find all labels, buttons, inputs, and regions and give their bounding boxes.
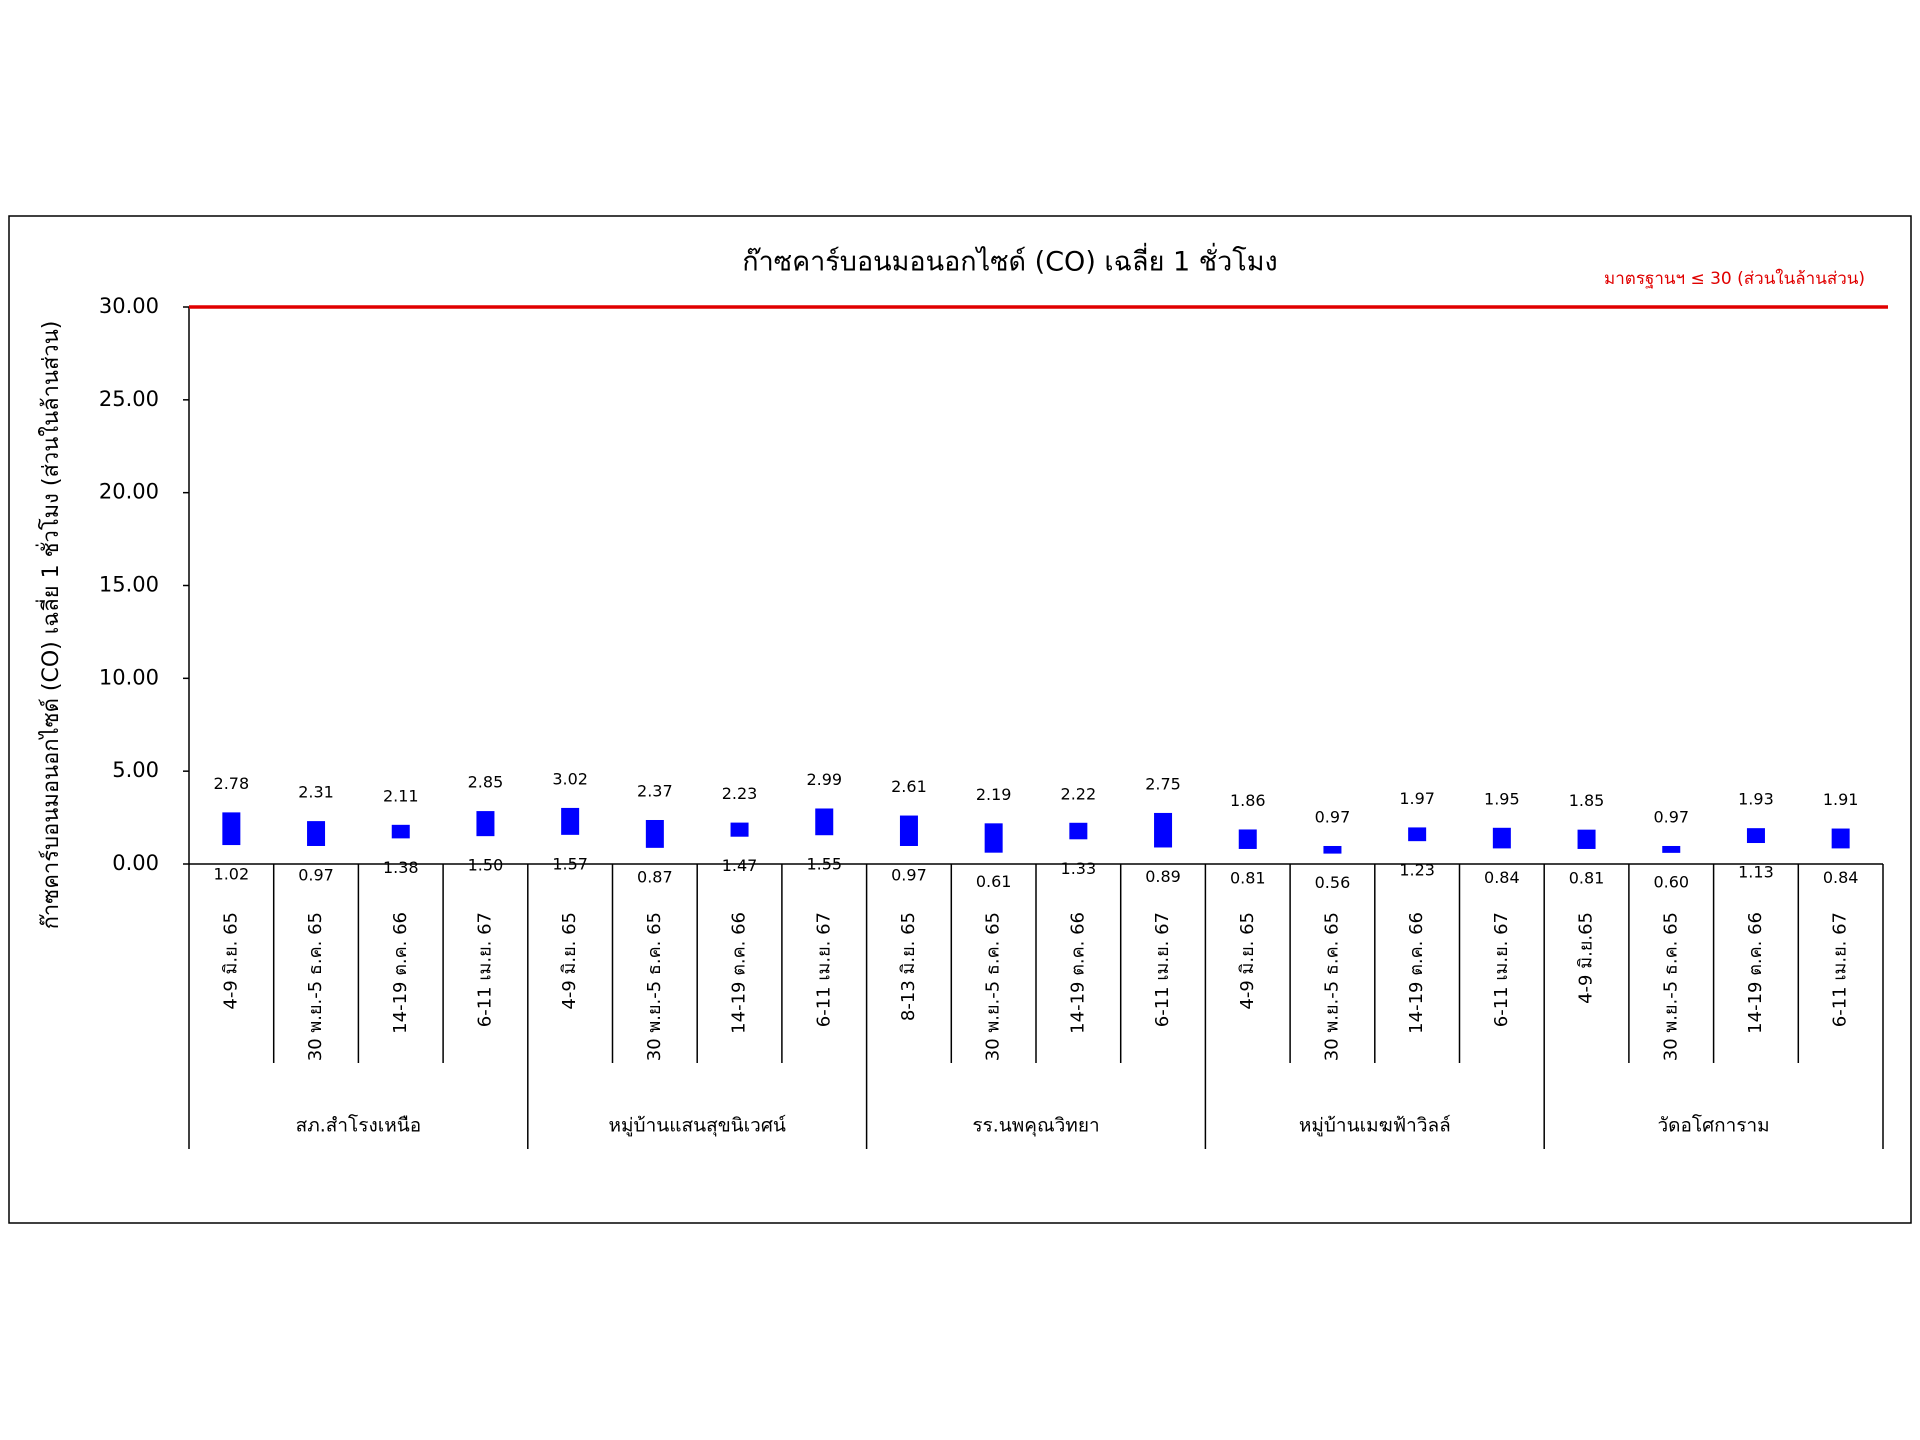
low-label: 0.60 — [1653, 872, 1689, 891]
x-tick-label: 6-11 เม.ย. 67 — [813, 912, 834, 1027]
y-tick-label: 10.00 — [99, 665, 159, 689]
high-label: 0.97 — [1315, 807, 1351, 826]
x-tick-label: 30 พ.ย.-5 ธ.ค. 65 — [983, 912, 1004, 1061]
x-tick-label: 6-11 เม.ย. 67 — [474, 912, 495, 1027]
high-label: 2.37 — [637, 781, 673, 800]
x-tick-label: 4-9 มิ.ย. 65 — [1237, 912, 1258, 1010]
x-tick-label: 30 พ.ย.-5 ธ.ค. 65 — [1321, 912, 1342, 1061]
chart-frame — [8, 215, 1912, 1224]
high-label: 1.91 — [1823, 790, 1859, 809]
low-label: 1.47 — [722, 856, 758, 875]
low-label: 1.55 — [806, 855, 842, 874]
bar — [1662, 845, 1681, 853]
bar — [1069, 822, 1088, 840]
y-tick-label: 0.00 — [112, 851, 159, 875]
bar — [222, 812, 241, 846]
chart-title: ก๊าซคาร์บอนมอนอกไซด์ (CO) เฉลี่ย 1 ชั่วโ… — [742, 243, 1277, 278]
low-label: 0.81 — [1230, 868, 1266, 887]
bar — [391, 824, 410, 839]
low-label: 1.57 — [552, 854, 588, 873]
x-tick-label: 14-19 ต.ค. 66 — [729, 912, 750, 1034]
bar — [1323, 845, 1342, 854]
x-tick-label: 30 พ.ย.-5 ธ.ค. 65 — [1660, 912, 1681, 1061]
reference-label: มาตรฐานฯ ≤ 30 (ส่วนในล้านส่วน) — [1604, 268, 1865, 289]
x-tick-label: 6-11 เม.ย. 67 — [1491, 912, 1512, 1027]
low-label: 0.97 — [891, 865, 927, 884]
bar — [307, 821, 326, 846]
x-tick-label: 4-9 มิ.ย.65 — [1576, 912, 1597, 1004]
bar — [1408, 827, 1427, 842]
low-label: 1.38 — [383, 858, 419, 877]
bar — [730, 822, 749, 837]
bar — [476, 811, 495, 837]
low-label: 0.61 — [976, 872, 1012, 891]
bar — [1492, 827, 1511, 849]
x-tick-label: 4-9 มิ.ย. 65 — [220, 912, 241, 1010]
bar — [645, 819, 664, 848]
low-label: 0.84 — [1484, 868, 1520, 887]
bar — [1154, 812, 1173, 848]
group-label: วัดอโศการาม — [1657, 1114, 1769, 1137]
group-label: หมู่บ้านแสนสุขนิเวศน์ — [609, 1115, 787, 1138]
y-tick-label: 25.00 — [99, 387, 159, 411]
high-label: 2.99 — [806, 770, 842, 789]
group-label: รร.นพคุณวิทยา — [972, 1115, 1099, 1138]
high-label: 1.86 — [1230, 791, 1266, 810]
high-label: 1.95 — [1484, 789, 1520, 808]
x-tick-label: 30 พ.ย.-5 ธ.ค. 65 — [644, 912, 665, 1061]
bar — [1238, 829, 1257, 849]
low-label: 1.50 — [468, 856, 504, 875]
bar — [561, 807, 580, 835]
high-label: 1.93 — [1738, 790, 1774, 809]
low-label: 0.84 — [1823, 868, 1859, 887]
bar — [984, 823, 1003, 853]
high-label: 2.61 — [891, 777, 927, 796]
high-label: 2.11 — [383, 786, 419, 805]
high-label: 2.31 — [298, 783, 334, 802]
high-label: 2.19 — [976, 785, 1012, 804]
y-axis-title: ก๊าซคาร์บอนมอนอกไซด์ (CO) เฉลี่ย 1 ชั่วโ… — [35, 321, 64, 930]
low-label: 1.23 — [1399, 861, 1435, 880]
x-tick-label: 8-13 มิ.ย. 65 — [898, 912, 919, 1021]
low-label: 1.33 — [1061, 859, 1097, 878]
x-tick-label: 14-19 ต.ค. 66 — [390, 912, 411, 1034]
low-label: 0.97 — [298, 865, 334, 884]
low-label: 1.02 — [214, 865, 250, 884]
low-label: 0.89 — [1145, 867, 1181, 886]
bar — [1746, 828, 1765, 844]
bar — [1831, 828, 1850, 849]
x-tick-label: 4-9 มิ.ย. 65 — [559, 912, 580, 1010]
bar — [815, 808, 834, 836]
y-tick-label: 5.00 — [112, 758, 159, 782]
low-label: 0.81 — [1569, 868, 1605, 887]
low-label: 0.87 — [637, 867, 673, 886]
high-label: 2.78 — [214, 774, 250, 793]
y-tick-label: 30.00 — [99, 294, 159, 318]
high-label: 2.22 — [1061, 784, 1097, 803]
group-label: สภ.สำโรงเหนือ — [296, 1114, 422, 1137]
x-tick-label: 14-19 ต.ค. 66 — [1745, 912, 1766, 1034]
high-label: 2.75 — [1145, 774, 1181, 793]
low-label: 1.13 — [1738, 863, 1774, 882]
y-tick-label: 20.00 — [99, 480, 159, 504]
low-label: 0.56 — [1315, 873, 1351, 892]
x-tick-label: 6-11 เม.ย. 67 — [1830, 912, 1851, 1027]
x-tick-label: 6-11 เม.ย. 67 — [1152, 912, 1173, 1027]
x-tick-label: 14-19 ต.ค. 66 — [1406, 912, 1427, 1034]
high-label: 0.97 — [1653, 807, 1689, 826]
bar — [1577, 829, 1596, 849]
high-label: 1.97 — [1399, 789, 1435, 808]
bar — [899, 815, 918, 846]
high-label: 1.85 — [1569, 791, 1605, 810]
high-label: 2.85 — [468, 773, 504, 792]
x-tick-label: 30 พ.ย.-5 ธ.ค. 65 — [305, 912, 326, 1061]
high-label: 2.23 — [722, 784, 758, 803]
y-tick-label: 15.00 — [99, 573, 159, 597]
x-tick-label: 14-19 ต.ค. 66 — [1067, 912, 1088, 1034]
high-label: 3.02 — [552, 769, 588, 788]
group-label: หมู่บ้านเมฆฟ้าวิลล์ — [1299, 1115, 1451, 1137]
